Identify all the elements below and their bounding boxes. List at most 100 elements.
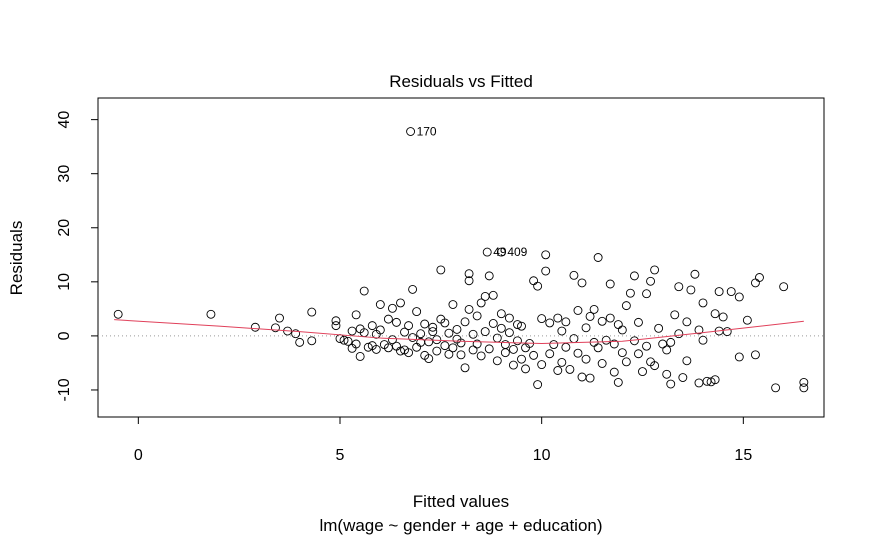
data-point bbox=[444, 349, 454, 359]
data-point bbox=[658, 339, 668, 349]
data-point bbox=[545, 349, 555, 359]
data-point bbox=[432, 335, 442, 345]
data-point bbox=[545, 318, 555, 328]
data-point bbox=[593, 343, 603, 353]
data-point bbox=[387, 335, 397, 345]
data-point bbox=[307, 336, 317, 346]
data-point bbox=[440, 318, 450, 328]
data-point bbox=[387, 303, 397, 313]
data-point bbox=[755, 273, 764, 282]
data-point bbox=[581, 323, 591, 333]
residual-points bbox=[113, 127, 809, 393]
data-point bbox=[291, 329, 301, 339]
data-point bbox=[565, 364, 575, 374]
y-tick-label: 10 bbox=[56, 273, 73, 291]
data-point bbox=[383, 314, 393, 324]
data-point bbox=[569, 270, 579, 280]
data-point bbox=[396, 298, 405, 308]
data-point bbox=[428, 327, 438, 337]
outlier-label: 49 bbox=[493, 245, 507, 259]
data-point bbox=[367, 321, 377, 331]
data-point bbox=[339, 335, 349, 345]
data-point bbox=[621, 301, 631, 311]
data-point bbox=[529, 276, 539, 286]
chart-title: Residuals vs Fitted bbox=[389, 72, 533, 91]
data-point bbox=[682, 356, 692, 366]
data-point bbox=[650, 361, 660, 371]
data-point bbox=[573, 306, 583, 315]
data-point bbox=[581, 354, 591, 364]
data-point bbox=[613, 320, 623, 329]
data-point bbox=[521, 364, 530, 374]
data-point bbox=[553, 366, 563, 375]
data-point bbox=[654, 323, 664, 333]
data-point bbox=[799, 377, 809, 387]
data-point bbox=[476, 298, 486, 308]
data-point bbox=[351, 310, 361, 320]
data-point bbox=[472, 339, 482, 349]
data-point bbox=[533, 380, 543, 390]
y-tick-label: -10 bbox=[56, 378, 73, 401]
data-point bbox=[488, 319, 498, 328]
data-point bbox=[343, 336, 353, 346]
outlier-label: 170 bbox=[417, 125, 437, 139]
data-point bbox=[537, 360, 547, 370]
data-point bbox=[593, 253, 603, 262]
data-point bbox=[513, 336, 522, 346]
data-point bbox=[456, 338, 466, 348]
data-point bbox=[492, 356, 502, 366]
data-point bbox=[500, 348, 510, 358]
data-point bbox=[682, 317, 692, 327]
data-point bbox=[609, 367, 619, 377]
data-point bbox=[448, 343, 458, 353]
data-point bbox=[553, 313, 563, 323]
data-point bbox=[408, 284, 418, 294]
data-point bbox=[734, 352, 744, 362]
data-point bbox=[666, 337, 676, 347]
data-point bbox=[722, 327, 732, 337]
data-point bbox=[585, 311, 595, 321]
data-point bbox=[488, 290, 498, 300]
data-point bbox=[347, 326, 357, 336]
data-point bbox=[698, 335, 708, 345]
data-point bbox=[496, 323, 506, 333]
data-point bbox=[464, 269, 474, 279]
data-point bbox=[295, 337, 305, 347]
data-point bbox=[634, 349, 643, 359]
data-point bbox=[492, 333, 502, 343]
x-axis: 0 5 10 15 bbox=[134, 416, 752, 464]
data-point bbox=[557, 357, 567, 367]
data-point bbox=[686, 285, 696, 295]
data-point bbox=[412, 342, 422, 352]
data-point bbox=[561, 342, 571, 352]
x-tick-label: 5 bbox=[336, 447, 345, 464]
data-point bbox=[714, 287, 724, 297]
y-tick-label: 30 bbox=[56, 165, 73, 183]
data-point bbox=[638, 367, 647, 377]
data-point bbox=[662, 369, 672, 379]
data-point bbox=[375, 300, 385, 309]
data-point bbox=[484, 271, 494, 281]
data-point bbox=[480, 291, 490, 301]
outlier-point bbox=[406, 127, 416, 136]
data-point bbox=[404, 321, 414, 331]
data-point bbox=[500, 340, 510, 349]
data-point bbox=[371, 344, 381, 354]
data-point bbox=[710, 375, 720, 385]
data-point bbox=[625, 288, 635, 298]
data-point bbox=[589, 304, 599, 314]
data-point bbox=[375, 325, 385, 335]
data-point bbox=[597, 359, 607, 368]
x-tick-label: 10 bbox=[533, 447, 551, 464]
data-point bbox=[468, 329, 478, 339]
x-axis-label: Fitted values bbox=[413, 492, 509, 511]
data-point bbox=[726, 287, 736, 297]
data-point bbox=[694, 325, 704, 335]
data-point bbox=[742, 315, 752, 325]
data-point bbox=[436, 265, 446, 275]
model-formula: lm(wage ~ gender + age + education) bbox=[319, 516, 602, 535]
data-point bbox=[392, 317, 401, 327]
data-point bbox=[464, 276, 474, 286]
data-point bbox=[504, 313, 514, 323]
